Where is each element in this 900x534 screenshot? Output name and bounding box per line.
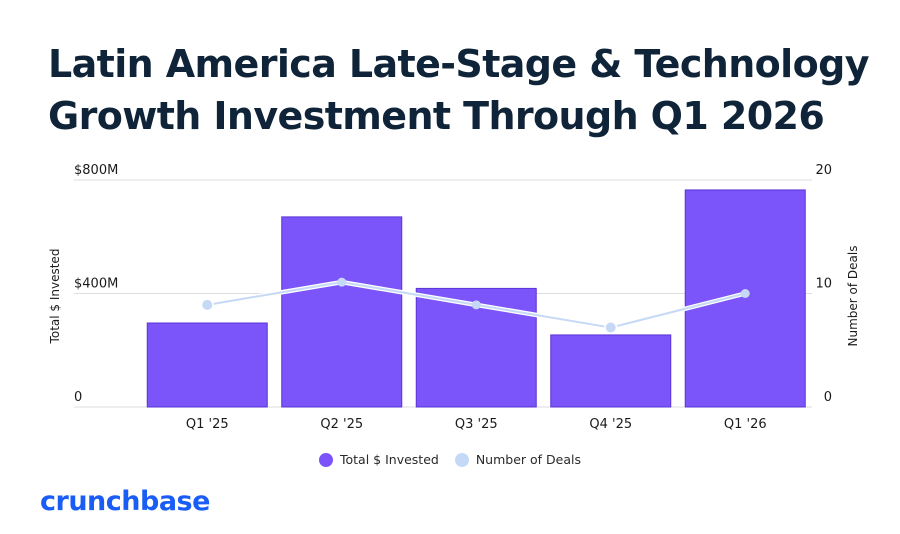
left-axis-title: Total $ Invested [48, 249, 62, 345]
left-tick-label: $800M [74, 163, 118, 178]
left-tick-label: 0 [74, 390, 82, 405]
deal-point [471, 300, 481, 310]
bar [281, 216, 403, 408]
tick-labels: 0 $400M $800M 0 10 20 Q1 '25 Q2 '25 Q3 '25 Q4 '25… [74, 163, 832, 432]
bar [684, 189, 806, 408]
deal-point [337, 277, 347, 287]
chart-title: Latin America Late-Stage & Technology Gr… [48, 38, 869, 142]
right-tick-label: 10 [815, 277, 832, 292]
right-axis-title: Number of Deals [846, 246, 860, 347]
legend: Total $ Invested Number of Deals [0, 452, 900, 470]
right-tick-label: 0 [824, 390, 832, 405]
x-tick-label: Q3 '25 [455, 417, 498, 432]
legend-label-total-invested: Total $ Invested [340, 452, 439, 467]
deal-point [740, 289, 750, 298]
bar [550, 334, 672, 408]
crunchbase-logo: crunchbase [40, 486, 210, 517]
legend-item-total-invested: Total $ Invested [319, 452, 439, 467]
x-tick-label: Q4 '25 [589, 417, 632, 432]
deal-point [605, 322, 616, 333]
bars [146, 189, 806, 408]
x-tick-label: Q2 '25 [320, 417, 363, 432]
x-tick-label: Q1 '25 [186, 417, 229, 432]
legend-swatch-number-of-deals [454, 452, 469, 467]
legend-swatch-total-invested [319, 452, 333, 467]
x-tick-label: Q1 '26 [724, 417, 767, 432]
bar [146, 322, 268, 408]
legend-item-number-of-deals: Number of Deals [454, 452, 581, 467]
deals-line [200, 277, 750, 335]
chart-title-line-1: Latin America Late-Stage & Technology [48, 42, 869, 86]
left-tick-label: $400M [74, 277, 118, 292]
legend-label-number-of-deals: Number of Deals [475, 452, 581, 467]
deal-point [202, 299, 213, 310]
right-tick-label: 20 [815, 163, 832, 178]
chart-title-line-2: Growth Investment Through Q1 2026 [48, 94, 825, 138]
